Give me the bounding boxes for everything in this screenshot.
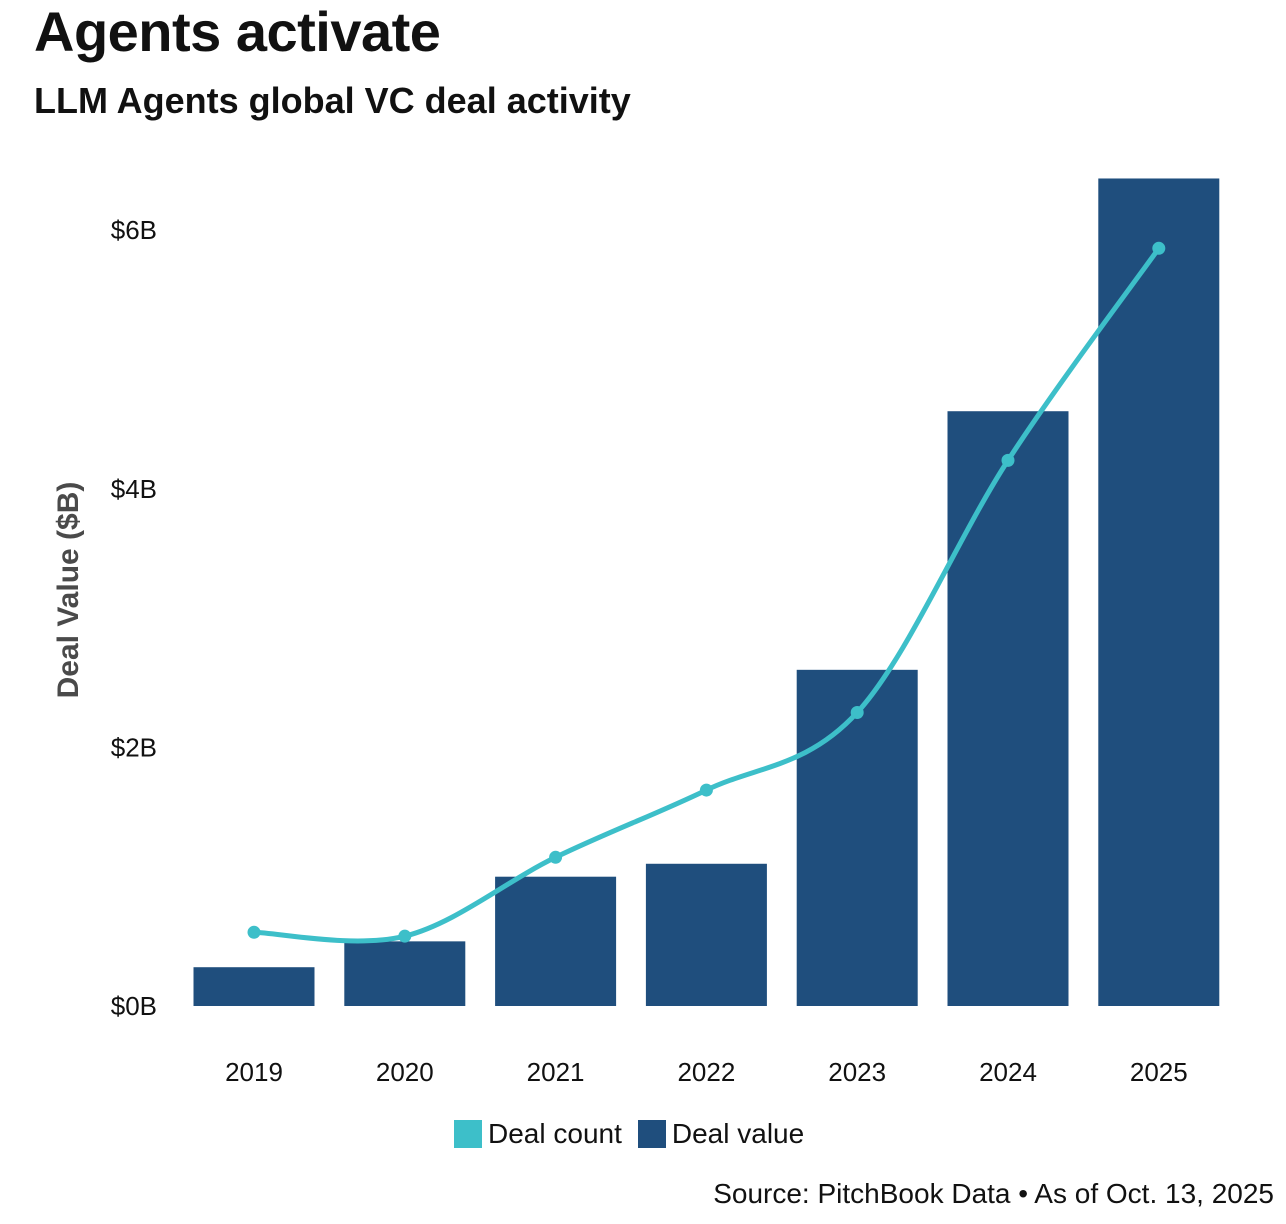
x-tick-label-2021: 2021	[527, 1057, 585, 1087]
bar-series-deal-value	[193, 178, 1220, 1007]
x-axis: 2019 2020 2021 2022 2023 2024 2025	[225, 1057, 1188, 1087]
deal-count-point-2019	[247, 925, 261, 939]
bar-2022	[645, 863, 767, 1006]
x-tick-label-2019: 2019	[225, 1057, 283, 1087]
y-tick-label: $4B	[111, 474, 157, 504]
bar-2019	[193, 967, 315, 1006]
deal-count-point-2021	[549, 850, 563, 864]
legend-label-deal-count: Deal count	[488, 1118, 622, 1149]
chart-subtitle: LLM Agents global VC deal activity	[34, 80, 631, 121]
legend-swatch-deal-count	[454, 1120, 482, 1148]
deal-count-point-2020	[398, 929, 412, 943]
line-series-deal-count	[247, 241, 1166, 944]
x-tick-label-2023: 2023	[828, 1057, 886, 1087]
x-tick-label-2024: 2024	[979, 1057, 1037, 1087]
deal-count-point-2023	[850, 705, 864, 719]
legend-label-deal-value: Deal value	[671, 1118, 805, 1149]
deal-count-point-2022	[699, 783, 713, 797]
bar-2023	[796, 669, 918, 1006]
y-tick-label: $0B	[111, 991, 157, 1021]
deal-count-point-2025	[1152, 241, 1166, 255]
y-axis-title: Deal Value ($B)	[52, 482, 85, 699]
deal-count-line	[251, 245, 1162, 944]
legend-swatch-deal-value	[637, 1120, 666, 1148]
y-tick-label: $6B	[111, 215, 157, 245]
x-tick-label-2025: 2025	[1130, 1057, 1188, 1087]
x-tick-label-2020: 2020	[376, 1057, 434, 1087]
y-tick-label: $2B	[111, 732, 157, 762]
y-axis: $0B $2B $4B $6B	[111, 215, 157, 1021]
bar-2024	[947, 411, 1069, 1007]
legend: Deal count Deal value	[454, 1118, 820, 1150]
deal-count-point-2024	[1001, 453, 1015, 467]
bar-2025	[1098, 178, 1220, 1007]
legend-item-deal-count: Deal count	[454, 1118, 622, 1150]
bar-2021	[495, 876, 617, 1006]
legend-item-deal-value: Deal value	[637, 1118, 805, 1150]
bar-2020	[344, 941, 466, 1006]
source-note: Source: PitchBook Data • As of Oct. 13, …	[713, 1178, 1274, 1209]
chart-title: Agents activate	[34, 0, 441, 63]
x-tick-label-2022: 2022	[677, 1057, 735, 1087]
